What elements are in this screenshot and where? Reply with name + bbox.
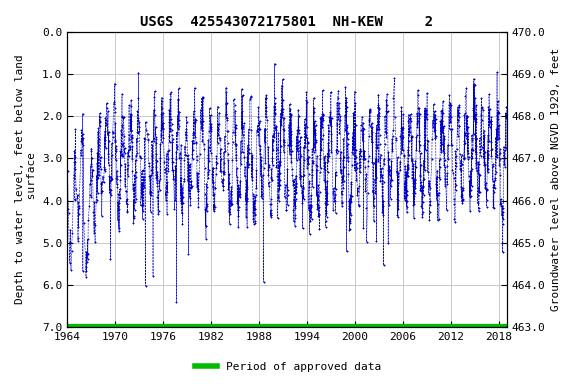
Y-axis label: Groundwater level above NGVD 1929, feet: Groundwater level above NGVD 1929, feet (551, 48, 561, 311)
Legend: Period of approved data: Period of approved data (191, 358, 385, 377)
Y-axis label: Depth to water level, feet below land
 surface: Depth to water level, feet below land su… (15, 55, 37, 304)
Title: USGS  425543072175801  NH-KEW     2: USGS 425543072175801 NH-KEW 2 (141, 15, 434, 29)
